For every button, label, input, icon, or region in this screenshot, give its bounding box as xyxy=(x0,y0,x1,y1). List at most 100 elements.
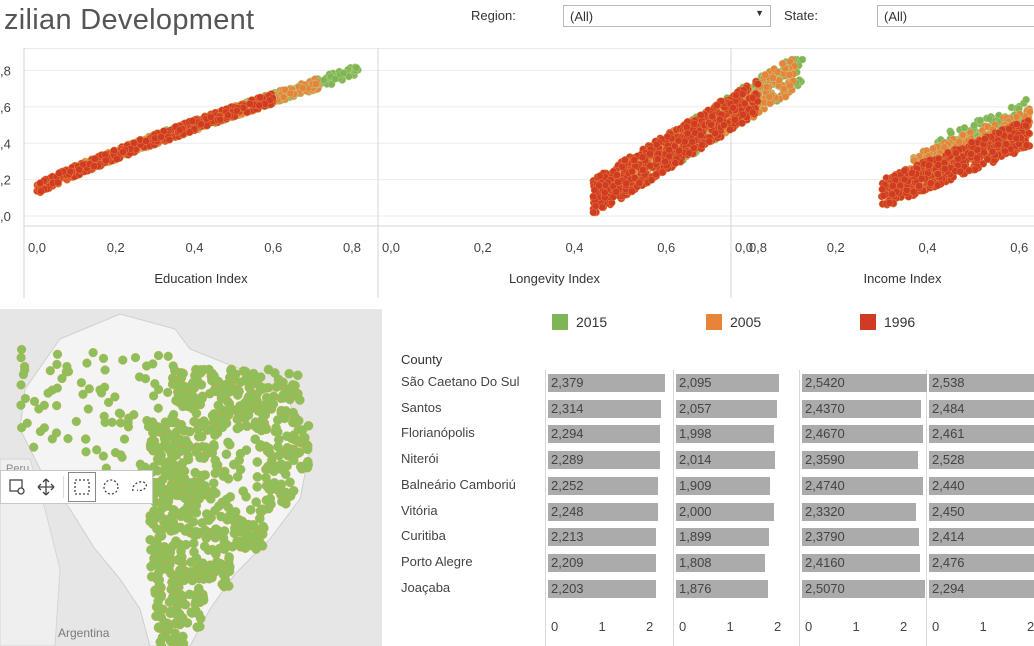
scatter-point xyxy=(929,144,937,153)
map-point xyxy=(203,515,214,525)
scatter-point xyxy=(621,156,629,164)
map-point xyxy=(17,344,27,355)
region-dropdown-value: (All) xyxy=(570,9,594,24)
table-row[interactable]: Santos 2,314 2,057 2,4370 2,484 xyxy=(393,396,1034,422)
rect-select-icon[interactable] xyxy=(68,472,96,502)
map-point xyxy=(224,562,235,572)
table-row[interactable]: Joaçaba 2,203 1,876 2,5070 2,294 xyxy=(393,576,1034,602)
scatter-point xyxy=(36,179,45,187)
scatter-point xyxy=(683,129,692,138)
scatter-point xyxy=(339,69,348,78)
scatter-x-tick: 0,4 xyxy=(918,240,936,255)
scatter-point xyxy=(600,188,609,197)
scatter-point xyxy=(647,176,656,184)
scatter-point xyxy=(696,131,705,140)
scatter-point xyxy=(675,146,683,155)
table-row[interactable]: Porto Alegre 2,209 1,808 2,4160 2,476 xyxy=(393,550,1034,576)
scatter-point xyxy=(781,92,790,101)
scatter-point xyxy=(707,120,715,129)
bar-value-label: 1,808 xyxy=(679,554,712,570)
scatter-point xyxy=(598,203,606,212)
scatter-point xyxy=(941,164,949,173)
map-point xyxy=(284,446,294,457)
map-point xyxy=(158,486,168,496)
map-point xyxy=(180,425,191,436)
map-point xyxy=(191,447,202,457)
region-dropdown[interactable]: (All) ▼ xyxy=(563,5,771,27)
scatter-point xyxy=(188,117,197,125)
map-point xyxy=(258,504,269,515)
map-point xyxy=(219,578,229,589)
scatter-point xyxy=(708,112,717,121)
scatter-point xyxy=(748,108,757,117)
bar-value-label: 2,450 xyxy=(932,503,965,519)
bar-value-label: 2,476 xyxy=(932,554,965,570)
scatter-point xyxy=(612,187,620,196)
map-point xyxy=(84,384,94,394)
bar-axis-tick: 1 xyxy=(726,619,734,634)
bar-value-label: 2,209 xyxy=(551,554,584,570)
legend-swatch-2015 xyxy=(552,314,568,330)
legend-item-1996[interactable]: 1996 xyxy=(860,314,915,330)
scatter-point xyxy=(926,179,935,188)
map-point xyxy=(16,380,26,390)
county-label: Balneário Camboriú xyxy=(401,476,516,492)
scatter-point xyxy=(711,129,720,138)
bar-axis-tick: 2 xyxy=(1027,619,1034,634)
bar-value-label: 2,4740 xyxy=(805,477,845,493)
scatter-point xyxy=(1022,141,1031,150)
bar-axis-tick: 1 xyxy=(598,619,606,634)
bar-value-label: 2,3790 xyxy=(805,529,845,545)
map-point xyxy=(149,391,159,401)
radial-select-icon[interactable] xyxy=(98,473,124,501)
scatter-point xyxy=(878,185,887,194)
scatter-y-tick: ,4 xyxy=(0,136,11,151)
county-bar-table: São Caetano Do Sul 2,379 2,095 2,5420 2,538 S… xyxy=(393,370,1034,646)
table-row[interactable]: Niterói 2,289 2,014 2,3590 2,528 xyxy=(393,447,1034,473)
legend-swatch-1996 xyxy=(860,314,876,330)
map-point xyxy=(149,506,159,516)
scatter-point xyxy=(980,148,988,157)
scatter-plots[interactable]: ,8 ,6 ,4 ,2 ,0 0,0 0,2 0,4 0,6 0,8 Education Index… xyxy=(0,48,1034,298)
scatter-point xyxy=(951,149,960,157)
map-point xyxy=(226,365,236,376)
table-row[interactable]: São Caetano Do Sul 2,379 2,095 2,5420 2,538 xyxy=(393,370,1034,396)
legend-item-2015[interactable]: 2015 xyxy=(552,314,607,330)
scatter-point xyxy=(674,136,683,145)
scatter-point xyxy=(698,141,706,149)
scatter-y-tick: ,2 xyxy=(0,173,11,188)
scatter-point xyxy=(658,168,667,177)
scatter-point xyxy=(628,187,636,196)
table-row[interactable]: Balneário Camboriú 2,252 1,909 2,4740 2,440 xyxy=(393,473,1034,499)
table-row[interactable]: Florianópolis 2,294 1,998 2,4670 2,461 xyxy=(393,421,1034,447)
county-column-header[interactable]: County xyxy=(401,352,443,367)
toolbar-divider xyxy=(63,476,64,498)
scatter-point xyxy=(142,137,150,145)
map-point xyxy=(284,368,295,379)
scatter-point xyxy=(299,84,307,92)
scatter-point xyxy=(635,179,644,188)
bar-value-label: 2,057 xyxy=(679,400,712,416)
zoom-search-icon[interactable] xyxy=(5,473,31,501)
map-point xyxy=(153,350,164,361)
legend-item-2005[interactable]: 2005 xyxy=(706,314,761,330)
county-label: Santos xyxy=(401,399,442,415)
map-point xyxy=(303,460,314,470)
scatter-point xyxy=(682,123,691,132)
scatter-point xyxy=(786,81,794,90)
map-point xyxy=(153,403,163,413)
state-dropdown[interactable]: (All) xyxy=(877,5,1034,27)
table-row[interactable]: Vitória 2,248 2,000 2,3320 2,450 xyxy=(393,499,1034,525)
map-point xyxy=(191,408,202,419)
map-point xyxy=(62,361,72,372)
lasso-select-icon[interactable] xyxy=(126,473,152,501)
scatter-point xyxy=(255,101,264,110)
table-row[interactable]: Curitiba 2,213 1,899 2,3790 2,414 xyxy=(393,524,1034,550)
scatter-point xyxy=(596,172,604,180)
pan-icon[interactable] xyxy=(33,473,59,501)
map-point xyxy=(194,621,205,632)
map-point xyxy=(185,400,196,410)
map-point xyxy=(258,523,269,533)
map-point xyxy=(34,404,44,414)
bar-value-label: 2,314 xyxy=(551,400,584,416)
